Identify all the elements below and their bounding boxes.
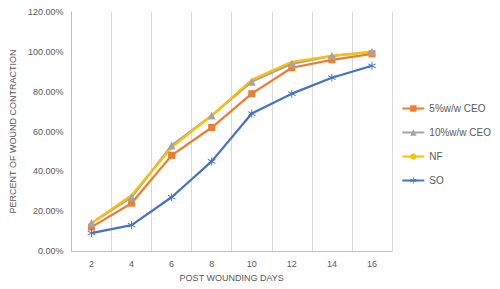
svg-text:16: 16 — [367, 259, 377, 269]
svg-text:12: 12 — [287, 259, 297, 269]
svg-text:10: 10 — [247, 259, 257, 269]
svg-text:2: 2 — [89, 259, 94, 269]
svg-text:14: 14 — [327, 259, 337, 269]
svg-text:POST WOUNDING DAYS: POST WOUNDING DAYS — [180, 273, 284, 283]
svg-text:SO: SO — [429, 175, 444, 186]
svg-text:80.00%: 80.00% — [33, 87, 64, 97]
svg-text:20.00%: 20.00% — [33, 206, 64, 216]
svg-text:5%w/w CEO: 5%w/w CEO — [429, 103, 485, 114]
svg-text:60.00%: 60.00% — [33, 127, 64, 137]
svg-text:0.00%: 0.00% — [38, 246, 64, 256]
svg-text:4: 4 — [129, 259, 134, 269]
svg-text:8: 8 — [209, 259, 214, 269]
svg-text:NF: NF — [429, 151, 442, 162]
svg-text:100.00%: 100.00% — [28, 47, 64, 57]
svg-text:PERCENT OF WOUND CONTRACTION: PERCENT OF WOUND CONTRACTION — [8, 50, 18, 214]
svg-text:40.00%: 40.00% — [33, 166, 64, 176]
svg-text:120.00%: 120.00% — [28, 7, 64, 17]
svg-text:6: 6 — [169, 259, 174, 269]
svg-text:10%w/w CEO: 10%w/w CEO — [429, 127, 491, 138]
